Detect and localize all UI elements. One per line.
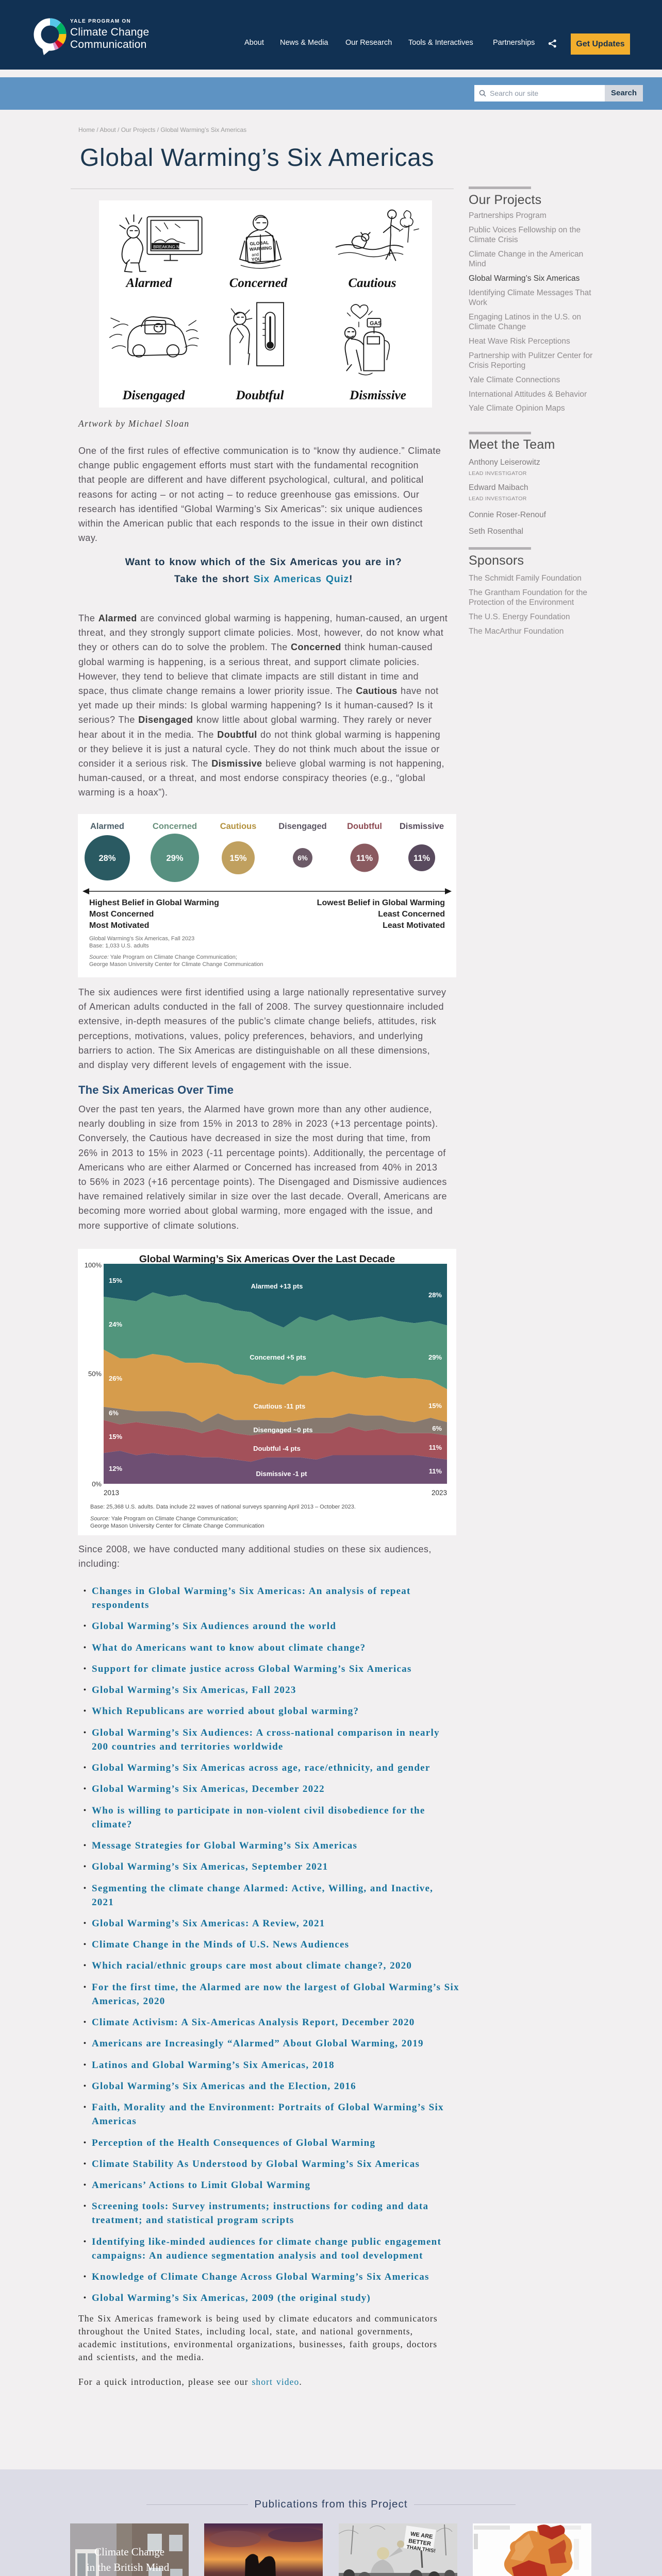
svg-text:15%: 15%	[229, 854, 246, 863]
svg-text:Source: Yale Program on Climat: Source: Yale Program on Climate Change C…	[89, 954, 237, 960]
svg-text:Climate Change: Climate Change	[94, 2546, 164, 2558]
svg-text:Most Concerned: Most Concerned	[89, 910, 154, 919]
svg-text:6%: 6%	[297, 854, 308, 862]
svg-text:Concerned: Concerned	[229, 276, 288, 290]
svg-text:0%: 0%	[92, 1480, 102, 1488]
svg-text:GLOBAL: GLOBAL	[250, 240, 270, 247]
svg-text:28%: 28%	[98, 854, 115, 863]
svg-text:YOU: YOU	[251, 257, 261, 262]
svg-text:Alarmed: Alarmed	[125, 276, 172, 290]
svg-text:Base: 25,368 U.S. adults. Data: Base: 25,368 U.S. adults. Data include 2…	[90, 1504, 356, 1510]
svg-text:29%: 29%	[166, 854, 183, 863]
svg-text:2023: 2023	[432, 1489, 447, 1497]
svg-text:Most Motivated: Most Motivated	[89, 921, 149, 930]
svg-text:29%: 29%	[428, 1353, 442, 1361]
svg-text:11%: 11%	[356, 854, 373, 863]
svg-text:15%: 15%	[428, 1402, 442, 1410]
svg-text:Concerned: Concerned	[153, 822, 197, 831]
svg-text:28%: 28%	[428, 1291, 442, 1299]
svg-text:BREAKING NEWS: BREAKING NEWS	[153, 245, 189, 249]
svg-text:Dismissive: Dismissive	[349, 388, 406, 402]
svg-text:Least Motivated: Least Motivated	[383, 921, 445, 930]
svg-text:Base: 1,033 U.S. adults: Base: 1,033 U.S. adults	[89, 943, 149, 949]
svg-text:Cautious -11 pts: Cautious -11 pts	[254, 1402, 305, 1410]
svg-text:Concerned +5 pts: Concerned +5 pts	[250, 1353, 306, 1361]
svg-text:Highest Belief in Global Warmi: Highest Belief in Global Warming	[89, 899, 219, 907]
svg-text:100%: 100%	[85, 1261, 102, 1269]
svg-text:WARMING: WARMING	[250, 245, 272, 252]
svg-text:6%: 6%	[109, 1409, 119, 1417]
svg-text:Cautious: Cautious	[220, 822, 257, 831]
svg-text:Lowest Belief in Global Warmin: Lowest Belief in Global Warming	[317, 899, 445, 907]
svg-text:15%: 15%	[109, 1277, 122, 1284]
svg-text:26%: 26%	[109, 1375, 122, 1382]
svg-text:George Mason University Center: George Mason University Center for Clima…	[89, 961, 263, 968]
svg-text:6%: 6%	[432, 1425, 442, 1432]
svg-text:GAS: GAS	[370, 320, 382, 327]
svg-text:Least Concerned: Least Concerned	[378, 910, 445, 919]
svg-text:Disengaged: Disengaged	[278, 822, 327, 831]
svg-text:12%: 12%	[109, 1465, 122, 1472]
svg-text:Global Warming’s Six Americas: Global Warming’s Six Americas Over the L…	[139, 1253, 395, 1265]
svg-text:and: and	[252, 252, 259, 257]
svg-text:15%: 15%	[109, 1433, 122, 1440]
svg-text:Dismissive: Dismissive	[400, 822, 444, 831]
svg-text:George Mason University Center: George Mason University Center for Clima…	[90, 1523, 264, 1529]
svg-text:Alarmed: Alarmed	[90, 822, 124, 831]
svg-text:Global Warming’s Six Americas,: Global Warming’s Six Americas, Fall 2023	[89, 936, 194, 942]
svg-text:11%: 11%	[429, 1444, 442, 1451]
svg-text:Disengaged: Disengaged	[122, 388, 185, 402]
svg-text:50%: 50%	[88, 1370, 102, 1378]
svg-text:Alarmed +13 pts: Alarmed +13 pts	[251, 1282, 303, 1290]
svg-text:Cautious: Cautious	[348, 276, 396, 290]
svg-text:Dismissive -1 pt: Dismissive -1 pt	[256, 1470, 308, 1478]
svg-text:Doubtful -4 pts: Doubtful -4 pts	[253, 1445, 301, 1452]
svg-text:in the British Mind: in the British Mind	[87, 2561, 170, 2573]
svg-text:Disengaged ~0 pts: Disengaged ~0 pts	[253, 1426, 312, 1434]
svg-text:11%: 11%	[429, 1467, 442, 1475]
svg-text:2013: 2013	[104, 1489, 119, 1497]
svg-text:Doubtful: Doubtful	[347, 822, 382, 831]
svg-text:24%: 24%	[109, 1320, 122, 1328]
svg-text:11%: 11%	[413, 854, 430, 863]
svg-text:Doubtful: Doubtful	[235, 388, 284, 402]
svg-text:Source: Yale Program on Climat: Source: Yale Program on Climate Change C…	[90, 1516, 238, 1522]
